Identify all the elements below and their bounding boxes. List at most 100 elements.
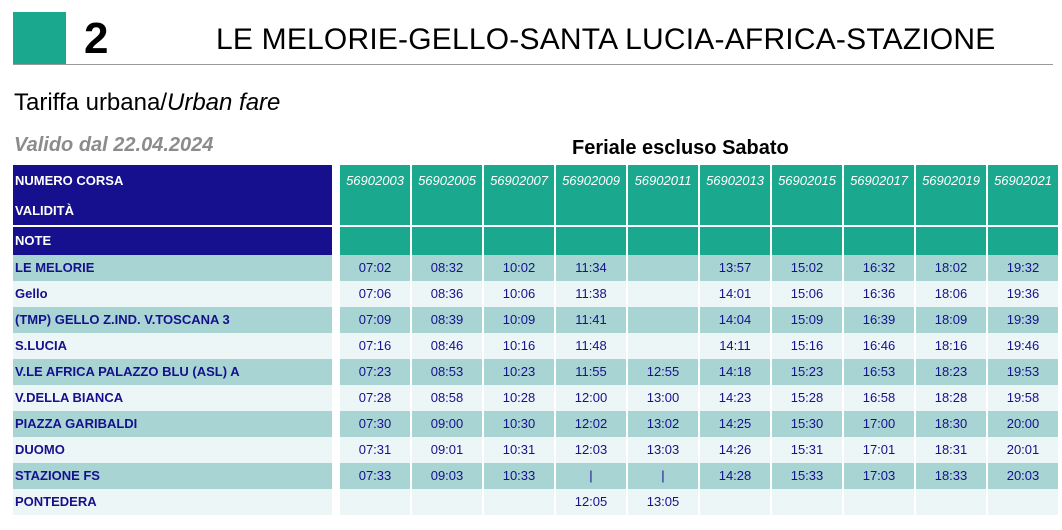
departure-time: 19:36: [986, 281, 1058, 307]
trip-number-cell: 56902009: [554, 165, 626, 197]
route-color-badge: [13, 12, 66, 64]
departure-time: 11:55: [554, 359, 626, 385]
fare-english: Urban fare: [167, 89, 281, 116]
departure-time: 10:33: [482, 463, 554, 489]
departure-time: 10:30: [482, 411, 554, 437]
departure-time: 14:25: [698, 411, 770, 437]
notes-cell: [986, 227, 1058, 255]
departure-time: 13:00: [626, 385, 698, 411]
departure-time: 08:39: [410, 307, 482, 333]
trip-number-row: NUMERO CORSA 56902003 56902005 56902007 5690…: [13, 165, 1058, 197]
stop-name: PONTEDERA: [13, 489, 332, 515]
departure-time: 15:28: [770, 385, 842, 411]
column-gap: [332, 255, 338, 281]
departure-time: 13:05: [626, 489, 698, 515]
notes-cell: [770, 227, 842, 255]
departure-time: 11:38: [554, 281, 626, 307]
departure-time: 09:00: [410, 411, 482, 437]
departure-time: 18:02: [914, 255, 986, 281]
column-gap: [332, 225, 338, 227]
trip-number-label: NUMERO CORSA: [13, 165, 332, 197]
departure-time: 14:28: [698, 463, 770, 489]
departure-time: 20:03: [986, 463, 1058, 489]
departure-time: 19:58: [986, 385, 1058, 411]
column-gap: [332, 385, 338, 411]
departure-time: 16:32: [842, 255, 914, 281]
stop-row: (TMP) GELLO Z.IND. V.TOSCANA 3 07:09 08:39…: [13, 307, 1058, 333]
service-day: Feriale escluso Sabato: [572, 137, 789, 159]
validity-cell: [410, 197, 482, 225]
departure-time: 08:58: [410, 385, 482, 411]
departure-time: 14:04: [698, 307, 770, 333]
departure-time: 19:46: [986, 333, 1058, 359]
trip-number-cell: 56902005: [410, 165, 482, 197]
stop-name: (TMP) GELLO Z.IND. V.TOSCANA 3: [13, 307, 332, 333]
column-gap: [332, 281, 338, 307]
departure-time: [626, 333, 698, 359]
trip-number-cell: 56902003: [338, 165, 410, 197]
departure-time: 16:36: [842, 281, 914, 307]
fare-main: Tariffa urbana/: [14, 89, 167, 116]
spacer-cell: [554, 225, 626, 227]
stop-row: S.LUCIA 07:16 08:46 10:16 11:48 14:11 15:16 16:…: [13, 333, 1058, 359]
notes-cell: [626, 227, 698, 255]
departure-time: [626, 307, 698, 333]
validity-cell: [554, 197, 626, 225]
trip-number-cell: 56902019: [914, 165, 986, 197]
stop-name: Gello: [13, 281, 332, 307]
trip-number-cell: 56902015: [770, 165, 842, 197]
departure-time: 10:02: [482, 255, 554, 281]
departure-time: [986, 489, 1058, 515]
departure-time: 07:33: [338, 463, 410, 489]
column-gap: [332, 359, 338, 385]
departure-time: 18:09: [914, 307, 986, 333]
column-gap: [332, 333, 338, 359]
stop-row: STAZIONE FS 07:33 09:03 10:33 | | 14:28 15:33 17…: [13, 463, 1058, 489]
departure-time: 08:36: [410, 281, 482, 307]
departure-time: 12:03: [554, 437, 626, 463]
column-gap: [332, 165, 338, 197]
header-divider: [13, 64, 1053, 65]
departure-time: 19:32: [986, 255, 1058, 281]
departure-time: 15:09: [770, 307, 842, 333]
departure-time: 07:28: [338, 385, 410, 411]
stop-row: V.LE AFRICA PALAZZO BLU (ASL) A 07:23 08:5…: [13, 359, 1058, 385]
departure-time: 17:00: [842, 411, 914, 437]
validity-cell: [626, 197, 698, 225]
trip-number-cell: 56902017: [842, 165, 914, 197]
stop-name: DUOMO: [13, 437, 332, 463]
departure-time: 14:18: [698, 359, 770, 385]
departure-time: 15:02: [770, 255, 842, 281]
departure-time: 10:16: [482, 333, 554, 359]
departure-time: 16:39: [842, 307, 914, 333]
stop-name: PIAZZA GARIBALDI: [13, 411, 332, 437]
departure-time: 09:01: [410, 437, 482, 463]
validity-cell: [770, 197, 842, 225]
departure-time: 17:03: [842, 463, 914, 489]
valid-from: Valido dal 22.04.2024: [14, 134, 214, 156]
departure-time: 07:31: [338, 437, 410, 463]
validity-row: VALIDITÀ: [13, 197, 1058, 225]
departure-time: 12:05: [554, 489, 626, 515]
spacer-cell: [410, 225, 482, 227]
departure-time: 16:58: [842, 385, 914, 411]
departure-time: 14:11: [698, 333, 770, 359]
departure-time: 12:55: [626, 359, 698, 385]
stop-name: V.DELLA BIANCA: [13, 385, 332, 411]
departure-time: 10:09: [482, 307, 554, 333]
departure-time: 14:26: [698, 437, 770, 463]
validity-cell: [698, 197, 770, 225]
departure-time: 07:02: [338, 255, 410, 281]
departure-time: 07:06: [338, 281, 410, 307]
column-gap: [332, 489, 338, 515]
departure-time: 18:06: [914, 281, 986, 307]
departure-time: [626, 255, 698, 281]
column-gap: [332, 197, 338, 225]
stop-row: Gello 07:06 08:36 10:06 11:38 14:01 15:06 16:36…: [13, 281, 1058, 307]
notes-cell: [698, 227, 770, 255]
departure-time: 17:01: [842, 437, 914, 463]
departure-time: [626, 281, 698, 307]
departure-time: 12:02: [554, 411, 626, 437]
departure-time: 18:16: [914, 333, 986, 359]
validity-cell: [914, 197, 986, 225]
